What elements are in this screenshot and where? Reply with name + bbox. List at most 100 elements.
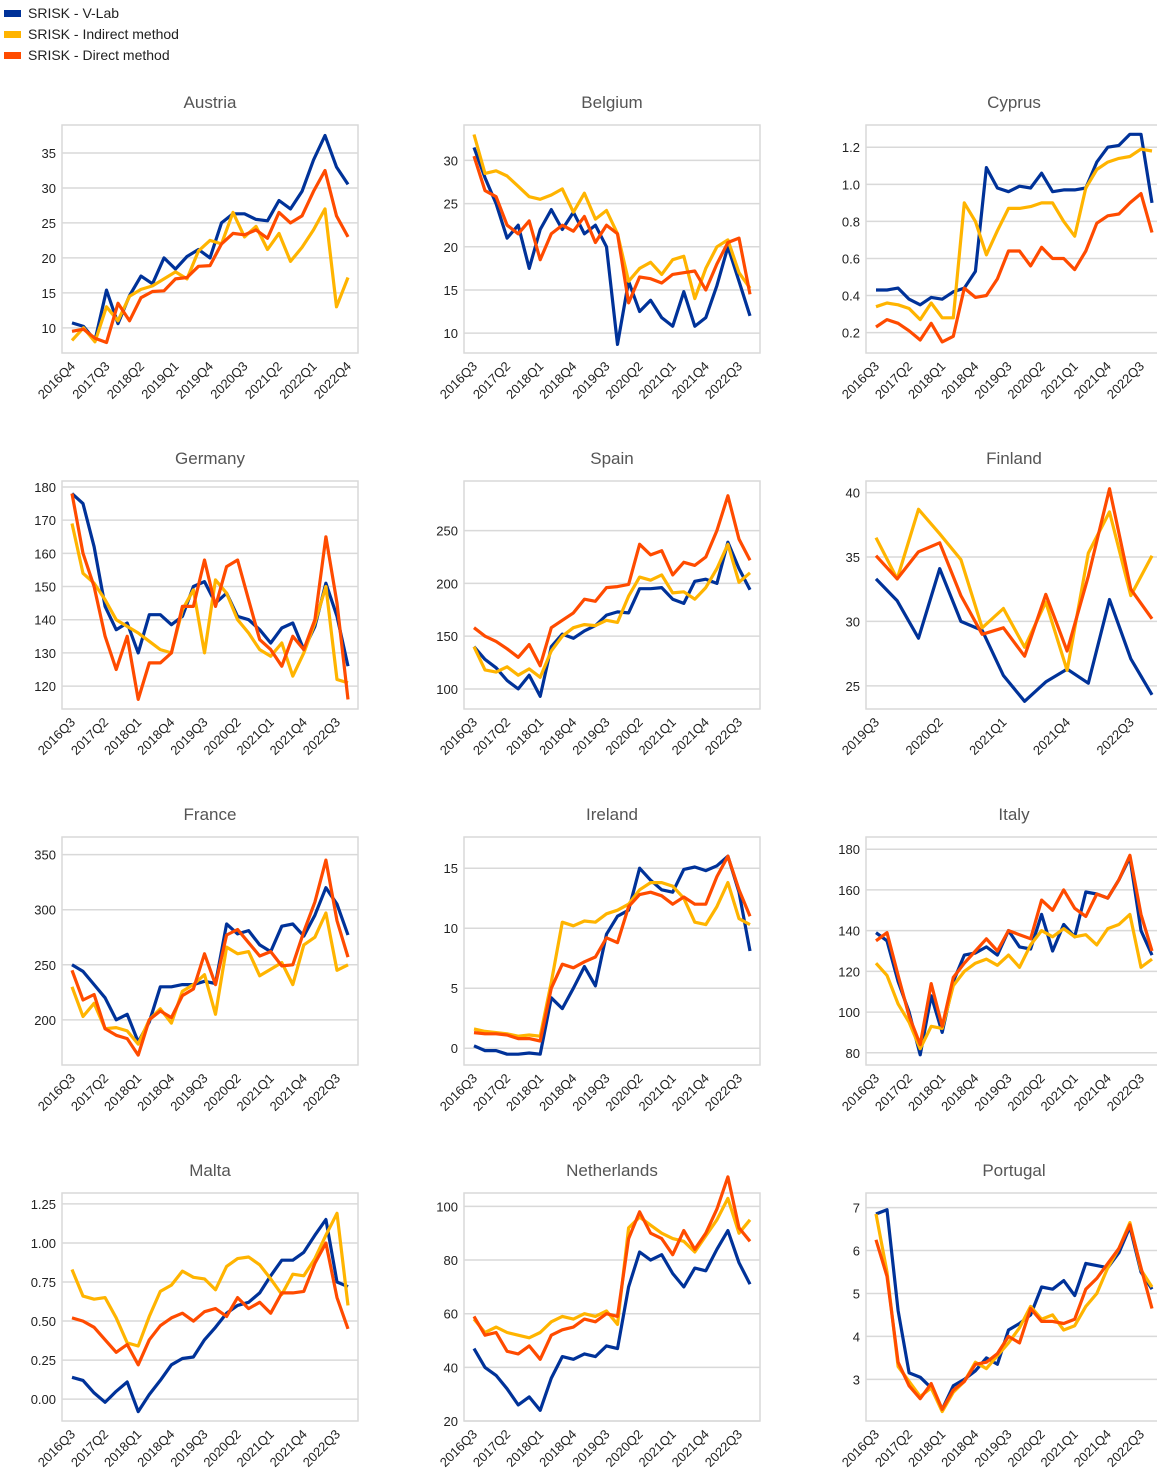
series-line [473,854,752,1056]
y-tick-label: 30 [444,153,458,168]
y-tick-label: 20 [444,1414,458,1429]
y-tick-label: 200 [436,576,458,591]
y-tick-label: 6 [853,1244,860,1259]
y-tick-label: 40 [846,486,860,501]
series-line [472,1175,752,1361]
y-tick-label: 100 [838,1005,860,1020]
x-tick-label: 2022Q3 [702,1427,745,1470]
x-tick-label: 2019Q3 [839,715,882,758]
series-line [472,1229,752,1412]
chart-title: Belgium [581,93,642,112]
x-tick-label: 2022Q3 [1104,359,1147,402]
y-tick-label: 140 [34,613,56,628]
y-tick-label: 40 [444,1360,458,1375]
y-tick-label: 25 [444,197,458,212]
plot-frame [61,124,359,354]
series-line [472,540,752,698]
y-tick-label: 3 [853,1372,860,1387]
y-tick-label: 10 [444,921,458,936]
plot-frame [865,836,1157,1066]
x-tick-label: 2022Q3 [1104,1427,1147,1470]
y-tick-label: 250 [34,958,56,973]
y-tick-label: 140 [838,924,860,939]
legend-label: SRISK - Indirect method [28,26,179,42]
y-tick-label: 150 [436,629,458,644]
chart-title: Netherlands [566,1161,658,1180]
series-line [71,133,350,342]
y-tick-label: 30 [42,181,56,196]
y-tick-label: 0.75 [31,1275,56,1290]
series-line [71,168,350,345]
x-tick-label: 2020Q3 [207,359,250,402]
chart-title: Austria [184,93,237,112]
y-tick-label: 160 [34,546,56,561]
series-line [472,542,752,679]
series-line [874,1213,1154,1414]
y-tick-label: 80 [846,1046,860,1061]
x-tick-label: 2021Q2 [242,359,285,402]
y-tick-label: 20 [42,251,56,266]
y-tick-label: 80 [444,1253,458,1268]
y-tick-label: 5 [451,981,458,996]
y-tick-label: 180 [34,480,56,495]
x-tick-label: 2021Q1 [966,715,1009,758]
x-tick-label: 2022Q3 [702,359,745,402]
x-tick-label: 2017Q3 [69,359,112,402]
series-line [70,858,350,1057]
y-tick-label: 0.00 [31,1392,56,1407]
chart-title: Malta [189,1161,231,1180]
series-line [70,207,350,344]
x-tick-label: 2022Q3 [702,715,745,758]
x-tick-label: 2022Q3 [702,1071,745,1114]
y-tick-label: 0.25 [31,1353,56,1368]
legend-swatch [4,31,21,38]
plot-frame [463,836,761,1066]
y-tick-label: 130 [34,646,56,661]
y-tick-label: 180 [838,842,860,857]
y-tick-label: 35 [42,146,56,161]
x-tick-label: 2022Q1 [276,359,319,402]
plot-frame [61,836,359,1066]
plot-frame [463,1192,761,1422]
series-line [473,494,752,668]
y-tick-label: 1.00 [31,1236,56,1251]
y-tick-label: 25 [42,216,56,231]
chart-title: France [184,805,237,824]
y-tick-label: 120 [838,964,860,979]
y-tick-label: 0.8 [842,214,860,229]
y-tick-label: 0.4 [842,289,860,304]
y-tick-label: 25 [846,679,860,694]
chart-title: Germany [175,449,245,468]
series-line [71,1241,350,1367]
x-tick-label: 2019Q4 [173,359,216,402]
y-tick-label: 150 [34,580,56,595]
series-line [472,146,752,346]
y-tick-label: 10 [42,321,56,336]
plot-frame [463,480,761,710]
y-tick-label: 200 [34,1013,56,1028]
plot-frame [865,124,1157,354]
series-line [70,1211,350,1348]
y-tick-label: 30 [846,614,860,629]
chart-title: Finland [986,449,1042,468]
series-line [70,911,349,1046]
series-line [473,854,752,1043]
x-tick-label: 2020Q2 [902,715,945,758]
plot-frame [865,480,1157,710]
series-line [70,523,349,685]
series-line [875,147,1153,322]
series-line [874,487,1154,658]
y-tick-label: 1.0 [842,177,860,192]
legend-label: SRISK - Direct method [28,47,170,63]
series-line [874,507,1154,672]
y-tick-label: 350 [34,848,56,863]
series-line [875,853,1154,1047]
series-line [875,855,1154,1057]
x-tick-label: 2022Q3 [300,1427,343,1470]
x-tick-label: 2022Q3 [1094,715,1137,758]
y-tick-label: 250 [436,524,458,539]
chart-title: Spain [590,449,633,468]
series-line [472,134,752,301]
